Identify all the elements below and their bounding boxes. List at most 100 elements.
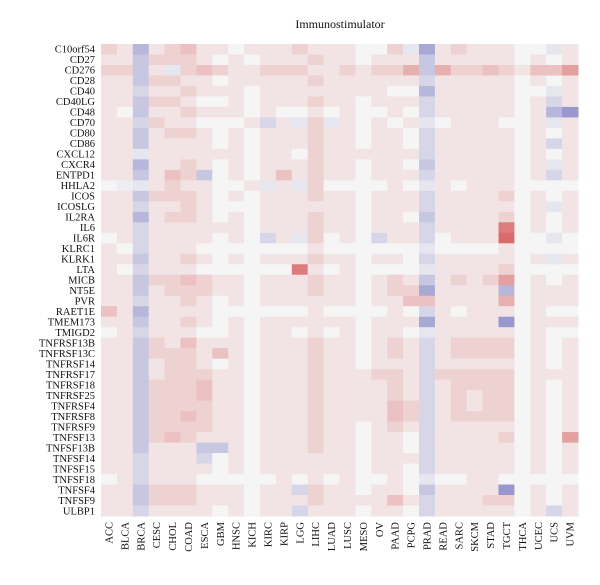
heatmap-cell-TNFRSF25-OV xyxy=(371,390,388,402)
heatmap-cell-TNFRSF14-CHOL xyxy=(164,358,181,370)
heatmap-cell-CD86-LUAD xyxy=(323,138,340,150)
heatmap-cell-TNFSF9-LGG xyxy=(291,495,309,507)
heatmap-cell-TMIGD2-LGG xyxy=(291,327,309,339)
heatmap-cell-TNFSF18-BLCA xyxy=(116,474,134,486)
heatmap-cell-CD70-LUSC xyxy=(339,117,356,129)
heatmap-cell-TNFSF13B-THCA xyxy=(514,442,531,454)
heatmap-cell-CD48-BRCA xyxy=(132,106,150,118)
heatmap-cell-TNFSF15-PCPG xyxy=(403,463,420,475)
heatmap-cell-TNFRSF4-KIRC xyxy=(260,400,277,412)
column-label: ACC xyxy=(104,522,115,544)
heatmap-cell-TNFSF13-KIRC xyxy=(260,432,277,444)
heatmap-cell-KLRC1-SARC xyxy=(450,243,468,255)
heatmap-cell-CD86-HNSC xyxy=(228,138,245,150)
heatmap-cell-CXCL12-LUAD xyxy=(323,148,340,160)
heatmap-cell-TNFSF13-KIRP xyxy=(275,432,293,444)
heatmap-cell-TNFRSF14-ACC xyxy=(101,358,118,370)
heatmap-cell-TNFRSF13B-COAD xyxy=(180,337,197,349)
heatmap-cell-TNFRSF4-LIHC xyxy=(307,400,325,412)
heatmap-cell-TNFSF15-HNSC xyxy=(228,463,245,475)
heatmap-cell-CD27-OV xyxy=(371,54,388,66)
heatmap-cell-TNFRSF17-STAD xyxy=(482,369,499,381)
heatmap-cell-TNFSF15-UCEC xyxy=(530,463,547,475)
heatmap-cell-IL2RA-LGG xyxy=(291,211,309,223)
heatmap-cell-TNFRSF17-BRCA xyxy=(132,369,150,381)
heatmap-cell-MICB-ACC xyxy=(101,274,118,286)
heatmap-cell-TNFSF15-ACC xyxy=(101,463,118,475)
heatmap-cell-TMIGD2-LUSC xyxy=(339,327,356,339)
heatmap-cell-CD27-LIHC xyxy=(307,54,325,66)
column-label: MESO xyxy=(359,522,370,552)
heatmap-cell-CD27-ACC xyxy=(101,54,118,66)
column-label: TGCT xyxy=(502,521,513,549)
heatmap-cell-TNFRSF25-LIHC xyxy=(307,390,325,402)
heatmap-cell-CD40-KIRC xyxy=(260,85,277,97)
heatmap-cell-TNFRSF8-PCPG xyxy=(403,411,420,423)
heatmap-cell-TNFRSF13B-KICH xyxy=(244,337,261,349)
heatmap-cell-TNFRSF17-THCA xyxy=(514,369,531,381)
heatmap-cell-CD27-PRAD xyxy=(419,54,436,66)
heatmap-cell-IL2RA-TGCT xyxy=(498,211,515,223)
heatmap-cell-TMEM173-UCS xyxy=(546,316,563,328)
heatmap-cell-TNFSF4-HNSC xyxy=(228,484,245,496)
heatmap-cell-CD70-HNSC xyxy=(228,117,245,129)
heatmap-cell-CD86-PAAD xyxy=(387,138,404,150)
heatmap-cell-CXCR4-SKCM xyxy=(466,159,484,171)
heatmap-cell-TNFRSF18-ACC xyxy=(101,379,118,391)
heatmap-cell-TNFSF13B-SARC xyxy=(450,442,468,454)
heatmap-cell-TNFSF18-LUSC xyxy=(339,474,356,486)
heatmap-cell-LTA-KIRP xyxy=(275,264,293,276)
heatmap-cell-TNFSF9-MESO xyxy=(355,495,372,507)
heatmap-cell-ENTPD1-ESCA xyxy=(196,169,213,181)
heatmap-cell-IL6-LUSC xyxy=(339,222,356,234)
heatmap-cell-C10orf54-KIRP xyxy=(275,44,293,55)
heatmap-cell-ULBP1-ESCA xyxy=(196,505,213,517)
heatmap-cell-CD70-ESCA xyxy=(196,117,213,129)
heatmap-cell-IL2RA-LUSC xyxy=(339,211,356,223)
heatmap-cell-MICB-PCPG xyxy=(403,274,420,286)
heatmap-cell-TNFSF18-ACC xyxy=(101,474,118,486)
row-label: PVR xyxy=(75,296,95,307)
heatmap-cell-CD276-UCEC xyxy=(530,64,547,76)
heatmap-cell-TNFRSF13B-BRCA xyxy=(132,337,150,349)
heatmap-cell-CD27-CHOL xyxy=(164,54,181,66)
heatmap-cell-CD48-TGCT xyxy=(498,106,515,118)
heatmap-cell-TNFRSF25-UCS xyxy=(546,390,563,402)
heatmap-cell-HHLA2-LUSC xyxy=(339,180,356,192)
heatmap-cell-CD40-KICH xyxy=(244,85,261,97)
heatmap-cell-TNFRSF8-CESC xyxy=(148,411,166,423)
heatmap-cell-TNFRSF4-STAD xyxy=(482,400,499,412)
heatmap-cell-HHLA2-LGG xyxy=(291,180,309,192)
heatmap-cell-ENTPD1-LGG xyxy=(291,169,309,181)
heatmap-cell-TNFRSF25-STAD xyxy=(482,390,499,402)
heatmap-cell-KLRK1-SARC xyxy=(450,253,468,265)
heatmap-cell-KLRC1-COAD xyxy=(180,243,197,255)
heatmap-cell-CXCL12-SKCM xyxy=(466,148,484,160)
heatmap-cell-CD276-PCPG xyxy=(403,64,420,76)
heatmap-cell-CXCR4-PCPG xyxy=(403,159,420,171)
heatmap-cell-PVR-CHOL xyxy=(164,295,181,307)
heatmap-cell-IL6R-LUAD xyxy=(323,232,340,244)
heatmap-cell-CD48-ESCA xyxy=(196,106,213,118)
heatmap-cell-CXCR4-BLCA xyxy=(116,159,134,171)
heatmap-cell-ICOSLG-ACC xyxy=(101,201,118,213)
heatmap-cell-CD48-OV xyxy=(371,106,388,118)
heatmap-cell-NT5E-COAD xyxy=(180,285,197,297)
heatmap-cell-TNFSF9-TGCT xyxy=(498,495,515,507)
heatmap-cell-TNFSF9-BRCA xyxy=(132,495,150,507)
heatmap-cell-TNFRSF13C-STAD xyxy=(482,348,499,360)
heatmap-cell-CD80-KIRC xyxy=(260,127,277,139)
heatmap-cell-ULBP1-COAD xyxy=(180,505,197,517)
heatmap-cell-CD48-CHOL xyxy=(164,106,181,118)
heatmap-cell-MICB-STAD xyxy=(482,274,499,286)
heatmap-cell-C10orf54-COAD xyxy=(180,44,197,55)
heatmap-cell-ICOS-ESCA xyxy=(196,190,213,202)
heatmap-cell-TNFSF4-BRCA xyxy=(132,484,150,496)
heatmap-cell-CD27-COAD xyxy=(180,54,197,66)
heatmap-cell-CD276-KIRC xyxy=(260,64,277,76)
heatmap-cell-NT5E-BRCA xyxy=(132,285,150,297)
heatmap-cell-TNFRSF14-HNSC xyxy=(228,358,245,370)
heatmap-cell-ENTPD1-LUAD xyxy=(323,169,340,181)
heatmap-cell-CD86-GBM xyxy=(212,138,229,150)
heatmap-cell-TNFSF9-GBM xyxy=(212,495,229,507)
